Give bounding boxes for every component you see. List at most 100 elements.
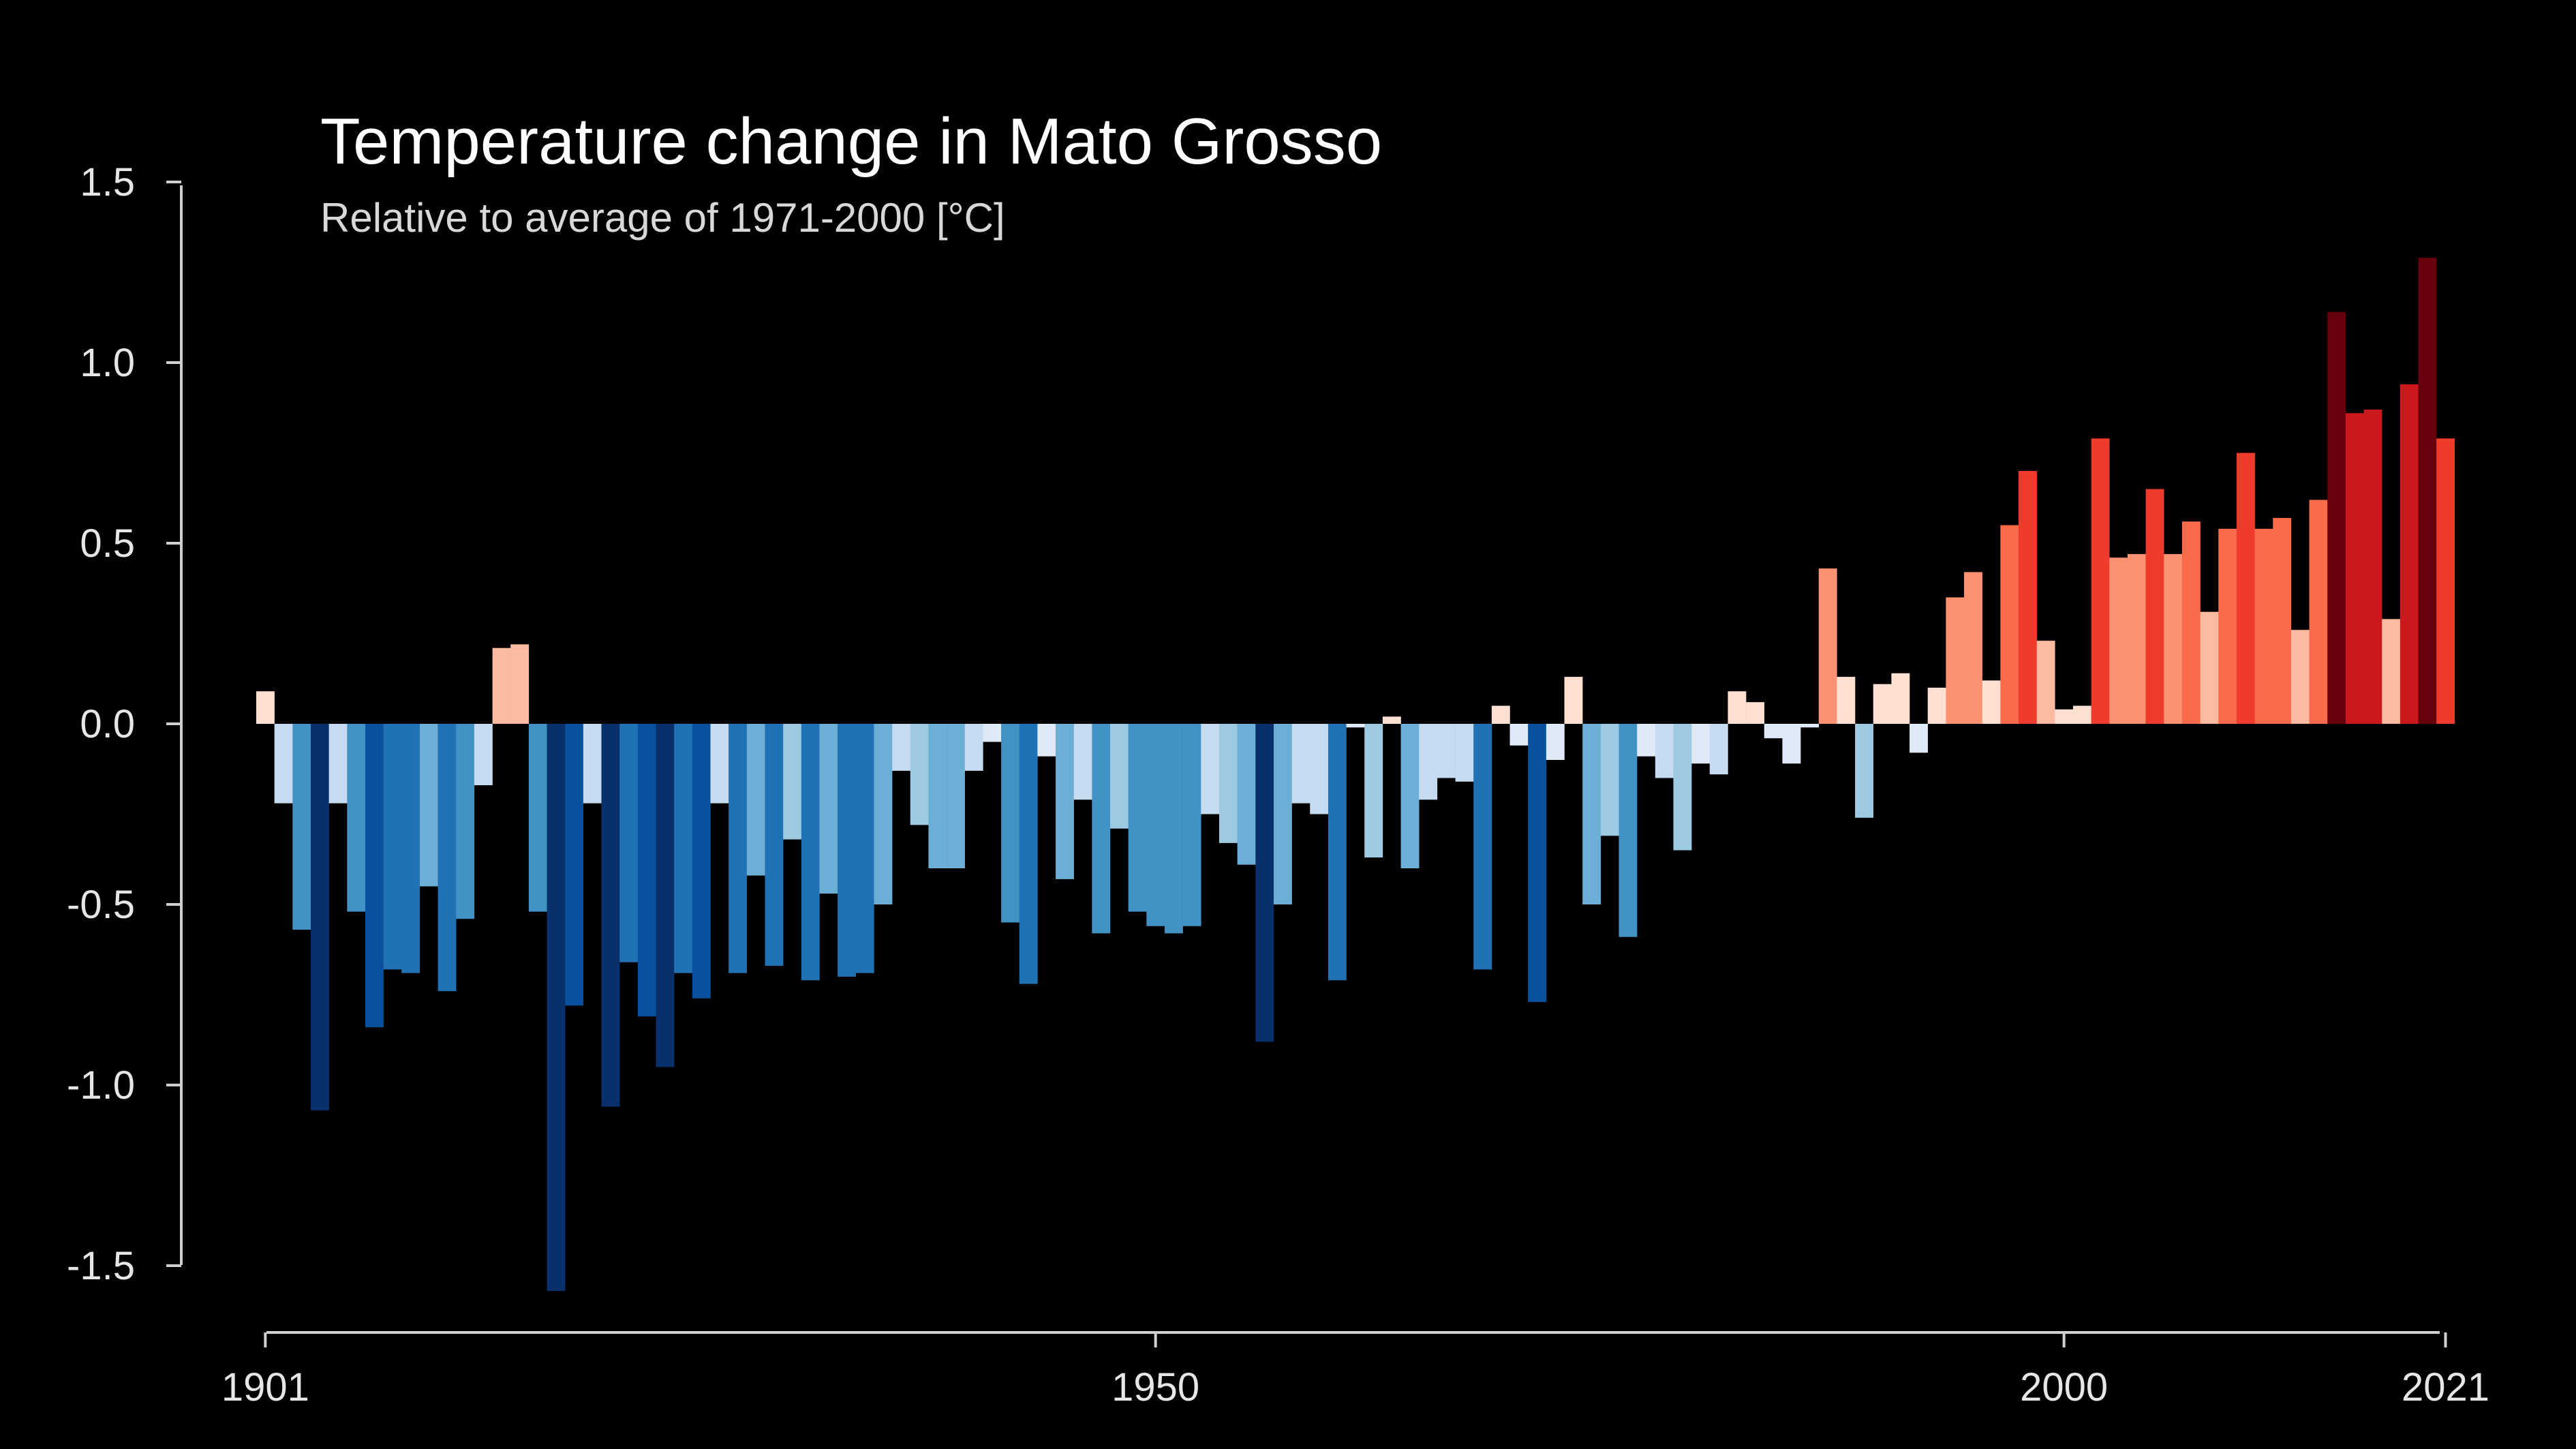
- bar-1970: [1509, 724, 1529, 746]
- bar-1908: [383, 724, 402, 970]
- bar-1994: [1946, 597, 1965, 724]
- bar-1902: [274, 724, 293, 804]
- bar-1985: [1782, 724, 1801, 764]
- bar-1930: [783, 724, 802, 840]
- y-tick-label: -1.0: [67, 1063, 135, 1108]
- bar-1935: [874, 724, 893, 904]
- bars-group: [256, 258, 2455, 1292]
- bar-1934: [855, 724, 874, 973]
- bar-1958: [1291, 724, 1310, 804]
- bar-1980: [1691, 724, 1711, 764]
- bar-2006: [2164, 553, 2183, 724]
- bar-1971: [1528, 724, 1547, 1003]
- bar-1922: [637, 724, 656, 1017]
- bar-1954: [1218, 724, 1238, 843]
- bar-1917: [547, 724, 566, 1292]
- bar-2016: [2345, 413, 2364, 724]
- bar-1995: [1964, 572, 1982, 724]
- bar-1993: [1927, 688, 1946, 724]
- bar-2007: [2181, 521, 2201, 724]
- bar-1989: [1855, 724, 1873, 818]
- bar-2011: [2254, 528, 2273, 724]
- bar-1946: [1073, 724, 1092, 800]
- y-tick-label: 0.0: [80, 702, 135, 746]
- bar-1951: [1165, 724, 1183, 934]
- bar-2013: [2290, 630, 2310, 724]
- bar-1984: [1764, 724, 1783, 739]
- bar-1950: [1146, 724, 1165, 926]
- bar-2004: [2127, 553, 2146, 724]
- x-tick-label: 2021: [2402, 1365, 2489, 1409]
- bar-1961: [1346, 724, 1365, 728]
- bar-1915: [510, 644, 530, 724]
- bar-1920: [601, 724, 620, 1107]
- bar-2008: [2200, 611, 2219, 724]
- bar-2012: [2273, 517, 2292, 724]
- bar-1919: [583, 724, 602, 804]
- bar-1981: [1709, 724, 1728, 775]
- bar-1978: [1655, 724, 1674, 778]
- bar-1996: [1982, 680, 2001, 724]
- bar-1969: [1491, 705, 1510, 724]
- bar-2018: [2382, 619, 2401, 724]
- chart-subtitle: Relative to average of 1971-2000 [°C]: [320, 195, 1005, 241]
- bar-1901: [256, 691, 275, 724]
- bar-1962: [1364, 724, 1383, 858]
- bar-1928: [746, 724, 765, 876]
- bar-1986: [1800, 724, 1819, 728]
- bar-1925: [692, 724, 711, 998]
- bar-1948: [1110, 724, 1129, 829]
- bar-2021: [2436, 438, 2455, 724]
- bar-2017: [2363, 409, 2382, 724]
- bar-1967: [1455, 724, 1474, 782]
- bar-1999: [2036, 641, 2055, 724]
- bar-1918: [565, 724, 584, 1006]
- y-tick-label: -1.5: [67, 1244, 135, 1288]
- bar-2005: [2145, 489, 2164, 724]
- bar-1905: [328, 724, 348, 804]
- bar-1982: [1728, 691, 1747, 724]
- x-tick-label: 1950: [1111, 1365, 1199, 1409]
- bar-1977: [1637, 724, 1656, 757]
- bar-1906: [347, 724, 366, 912]
- bar-1940: [964, 724, 983, 771]
- bar-1957: [1273, 724, 1292, 904]
- bar-1914: [492, 647, 511, 724]
- bar-1983: [1746, 702, 1765, 724]
- bar-2019: [2399, 384, 2419, 724]
- bar-1973: [1564, 677, 1583, 724]
- y-axis-ticks: 1.5 1.0 0.5 0.0 -0.5 -1.0 -1.5: [67, 160, 181, 1288]
- bar-1939: [947, 724, 965, 868]
- x-tick-label: 1901: [221, 1365, 309, 1409]
- bar-1997: [2000, 525, 2019, 724]
- bar-1936: [892, 724, 910, 771]
- bar-1979: [1673, 724, 1692, 851]
- bar-1952: [1182, 724, 1201, 926]
- chart-title: Temperature change in Mato Grosso: [320, 105, 1382, 178]
- bar-1921: [619, 724, 639, 962]
- bar-1924: [674, 724, 693, 973]
- bar-1910: [419, 724, 438, 887]
- bar-1955: [1237, 724, 1256, 865]
- bar-1911: [438, 724, 457, 992]
- bar-1964: [1400, 724, 1420, 868]
- bar-1965: [1419, 724, 1438, 800]
- bar-1972: [1546, 724, 1565, 760]
- bar-1942: [1001, 724, 1019, 923]
- bar-1956: [1255, 724, 1274, 1042]
- bar-2010: [2236, 453, 2255, 724]
- bar-1976: [1619, 724, 1638, 937]
- bar-1923: [656, 724, 675, 1067]
- bar-2015: [2327, 311, 2346, 724]
- bar-1974: [1582, 724, 1601, 904]
- bar-2001: [2073, 705, 2091, 724]
- y-tick-label: 1.5: [80, 160, 135, 204]
- bar-1943: [1019, 724, 1038, 984]
- bar-2009: [2218, 528, 2237, 724]
- bar-1975: [1600, 724, 1619, 836]
- bar-1927: [729, 724, 748, 973]
- bar-1937: [910, 724, 929, 825]
- bar-1933: [838, 724, 857, 977]
